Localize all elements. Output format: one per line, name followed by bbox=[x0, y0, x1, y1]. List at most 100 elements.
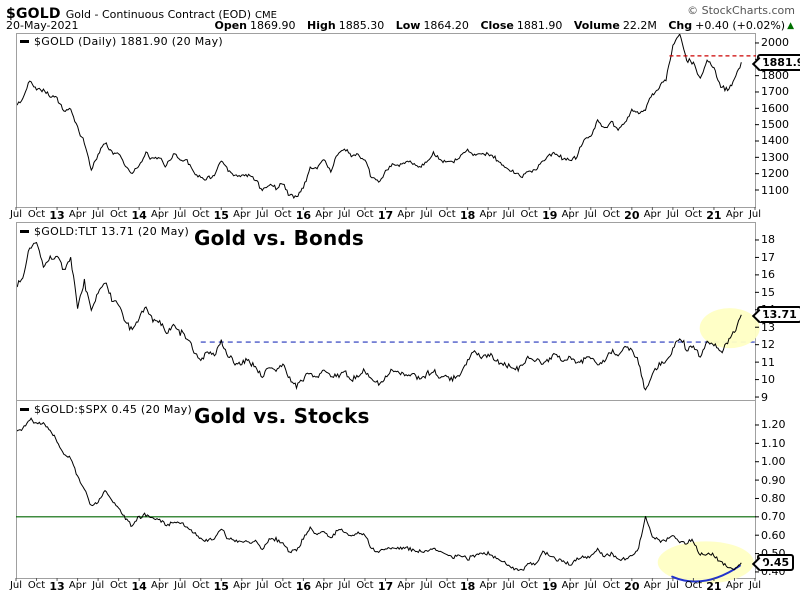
x-axis-tick-label: Jul bbox=[256, 580, 269, 591]
y-axis-tick-label: 1.10 bbox=[761, 436, 786, 450]
ohlc-quote-row: Open 1869.90 High 1885.30 Low 1864.20 Close… bbox=[206, 19, 794, 32]
instrument-name: Gold - Continuous Contract (EOD) bbox=[65, 8, 252, 21]
x-axis-tick-label: Oct bbox=[356, 209, 374, 220]
x-axis-tick-label: Jul bbox=[256, 209, 269, 220]
x-axis-tick-label: Jul bbox=[748, 580, 762, 591]
y-axis-tick-label: 2000 bbox=[761, 36, 789, 50]
y-axis-tick-label: 1700 bbox=[761, 85, 789, 99]
exchange-label: CME bbox=[255, 10, 277, 21]
x-axis-tick-label: Apr bbox=[315, 580, 333, 591]
x-axis-tick-label: Apr bbox=[151, 209, 169, 220]
x-axis-tick-label: Oct bbox=[109, 580, 128, 591]
x-axis-tick-label: Oct bbox=[520, 580, 538, 591]
x-axis-tick-label: 20 bbox=[624, 209, 640, 222]
panel-title-gold-vs-stocks: Gold vs. Stocks bbox=[194, 404, 370, 428]
change-value: +0.40 (+0.02%) bbox=[695, 19, 786, 32]
x-axis-tick-label: Apr bbox=[725, 580, 744, 591]
high-value: 1885.30 bbox=[338, 19, 385, 32]
x-axis-tick-label: 20 bbox=[624, 580, 640, 593]
ticker-symbol: $GOLD bbox=[6, 6, 61, 22]
x-axis-tick-label: 21 bbox=[706, 209, 722, 222]
x-axis-tick-label: Oct bbox=[109, 209, 128, 220]
last-price-tag-gold-tlt: 13.71 bbox=[757, 306, 800, 324]
y-axis-tick-label: 10 bbox=[761, 373, 775, 387]
x-axis-tick-label: Apr bbox=[233, 209, 251, 220]
x-axis-tick-label: Apr bbox=[561, 209, 579, 220]
volume-value: 22.2M bbox=[622, 19, 657, 32]
x-axis-tick-label: 16 bbox=[295, 209, 312, 222]
x-axis-tick-label: Oct bbox=[27, 209, 46, 220]
y-axis-tick-label: 0.90 bbox=[761, 473, 786, 487]
x-axis-tick-label: Jul bbox=[502, 580, 515, 591]
x-axis-tick-label: 14 bbox=[131, 580, 147, 593]
x-axis-tick-label: Apr bbox=[643, 580, 662, 591]
x-axis-tick-label: 18 bbox=[459, 209, 476, 222]
x-axis-tick-label: Jul bbox=[174, 580, 187, 591]
x-axis-tick-label: Jul bbox=[174, 209, 187, 220]
x-axis-tick-label: 16 bbox=[295, 580, 312, 593]
x-axis-tick-label: Apr bbox=[315, 209, 333, 220]
legend-gold-spx: $GOLD:$SPX 0.45 (20 May) bbox=[20, 403, 192, 416]
low-value: 1864.20 bbox=[423, 19, 469, 32]
x-axis-tick-label: Jul bbox=[338, 209, 351, 220]
x-axis-tick-label: 21 bbox=[706, 580, 722, 593]
high-label: High bbox=[307, 19, 336, 32]
x-axis-tick-label: Oct bbox=[27, 580, 46, 591]
x-axis-tick-label: Oct bbox=[602, 580, 620, 591]
x-axis-tick-label: Apr bbox=[397, 209, 415, 220]
y-axis-tick-label: 0.70 bbox=[761, 510, 786, 524]
x-axis-tick-label: Jul bbox=[92, 580, 105, 591]
y-axis-tick-label: 11 bbox=[761, 355, 775, 369]
x-axis-tick-label: Oct bbox=[684, 209, 703, 220]
x-axis-tick-label: Oct bbox=[438, 580, 456, 591]
x-axis-tick-label: Oct bbox=[192, 580, 210, 591]
x-axis-tick-label: 15 bbox=[213, 209, 229, 222]
x-axis-tick-label: 18 bbox=[459, 580, 476, 593]
x-axis-tick-label: Apr bbox=[233, 580, 251, 591]
open-label: Open bbox=[214, 19, 248, 32]
x-axis-tick-label: Oct bbox=[602, 209, 620, 220]
last-price-tag-gold: 1881.90 bbox=[757, 53, 800, 71]
x-axis-tick-label: Apr bbox=[397, 580, 415, 591]
x-axis-tick-label: Oct bbox=[192, 209, 210, 220]
x-axis-tick-label: Oct bbox=[274, 209, 292, 220]
x-axis-tick-label: 17 bbox=[377, 580, 394, 593]
x-axis-tick-label: 14 bbox=[131, 209, 147, 222]
x-axis-tick-label: Oct bbox=[274, 580, 292, 591]
x-axis-tick-label: Jul bbox=[9, 580, 23, 591]
x-axis-tick-label: Apr bbox=[151, 580, 169, 591]
y-axis-tick-label: 1500 bbox=[761, 118, 789, 132]
x-axis-tick-label: Oct bbox=[684, 580, 703, 591]
x-axis-tick-label: Jul bbox=[420, 209, 433, 220]
y-axis-tick-label: 1200 bbox=[761, 167, 789, 181]
change-up-arrow-icon: ▲ bbox=[787, 21, 794, 31]
legend-line-swatch bbox=[20, 408, 29, 411]
y-axis-tick-label: 9 bbox=[761, 390, 768, 404]
x-axis-tick-label: Oct bbox=[356, 580, 374, 591]
y-axis-tick-label: 1300 bbox=[761, 150, 789, 164]
x-axis-tick-label: Jul bbox=[584, 580, 597, 591]
x-axis-tick-label: Jul bbox=[666, 580, 679, 591]
y-axis-tick-label: 1.20 bbox=[761, 418, 786, 432]
x-axis-tick-label: Apr bbox=[479, 209, 497, 220]
last-price-tag-gold-spx: 0.45 bbox=[757, 554, 795, 572]
header-symbol-row: $GOLD Gold - Continuous Contract (EOD) CME bbox=[6, 3, 277, 22]
x-axis-tick-label: Apr bbox=[68, 580, 87, 591]
y-axis-tick-label: 0.80 bbox=[761, 491, 786, 505]
x-axis-tick-label: Oct bbox=[438, 209, 456, 220]
x-axis-tick-label: Jul bbox=[420, 580, 433, 591]
volume-label: Volume bbox=[573, 19, 620, 32]
y-axis-tick-label: 17 bbox=[761, 250, 775, 264]
x-axis-tick-label: Apr bbox=[68, 209, 87, 220]
y-axis-tick-label: 13 bbox=[761, 320, 775, 334]
close-label: Close bbox=[480, 19, 514, 32]
close-value: 1881.90 bbox=[516, 19, 563, 32]
chart-date: 20-May-2021 bbox=[6, 19, 79, 32]
x-axis-tick-label: 19 bbox=[542, 209, 558, 222]
copyright-watermark: © StockCharts.com bbox=[687, 4, 795, 17]
x-axis-tick-label: Jul bbox=[584, 209, 597, 220]
legend-gold: $GOLD (Daily) 1881.90 (20 May) bbox=[20, 35, 223, 48]
x-axis-tick-label: 17 bbox=[377, 209, 394, 222]
x-axis-tick-label: 13 bbox=[49, 580, 65, 593]
